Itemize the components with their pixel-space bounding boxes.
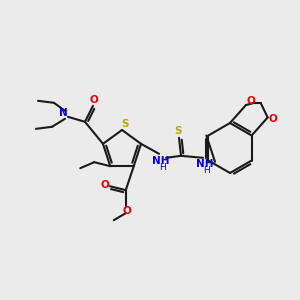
Text: S: S	[174, 126, 182, 136]
Text: N: N	[58, 108, 68, 118]
Text: O: O	[90, 95, 98, 105]
Text: NH: NH	[152, 156, 170, 166]
Text: O: O	[100, 180, 109, 190]
Text: O: O	[247, 96, 255, 106]
Text: H: H	[159, 163, 165, 172]
Text: H: H	[202, 166, 209, 175]
Text: NH: NH	[196, 159, 214, 169]
Text: O: O	[122, 206, 131, 216]
Text: S: S	[121, 119, 129, 129]
Text: O: O	[268, 115, 277, 124]
